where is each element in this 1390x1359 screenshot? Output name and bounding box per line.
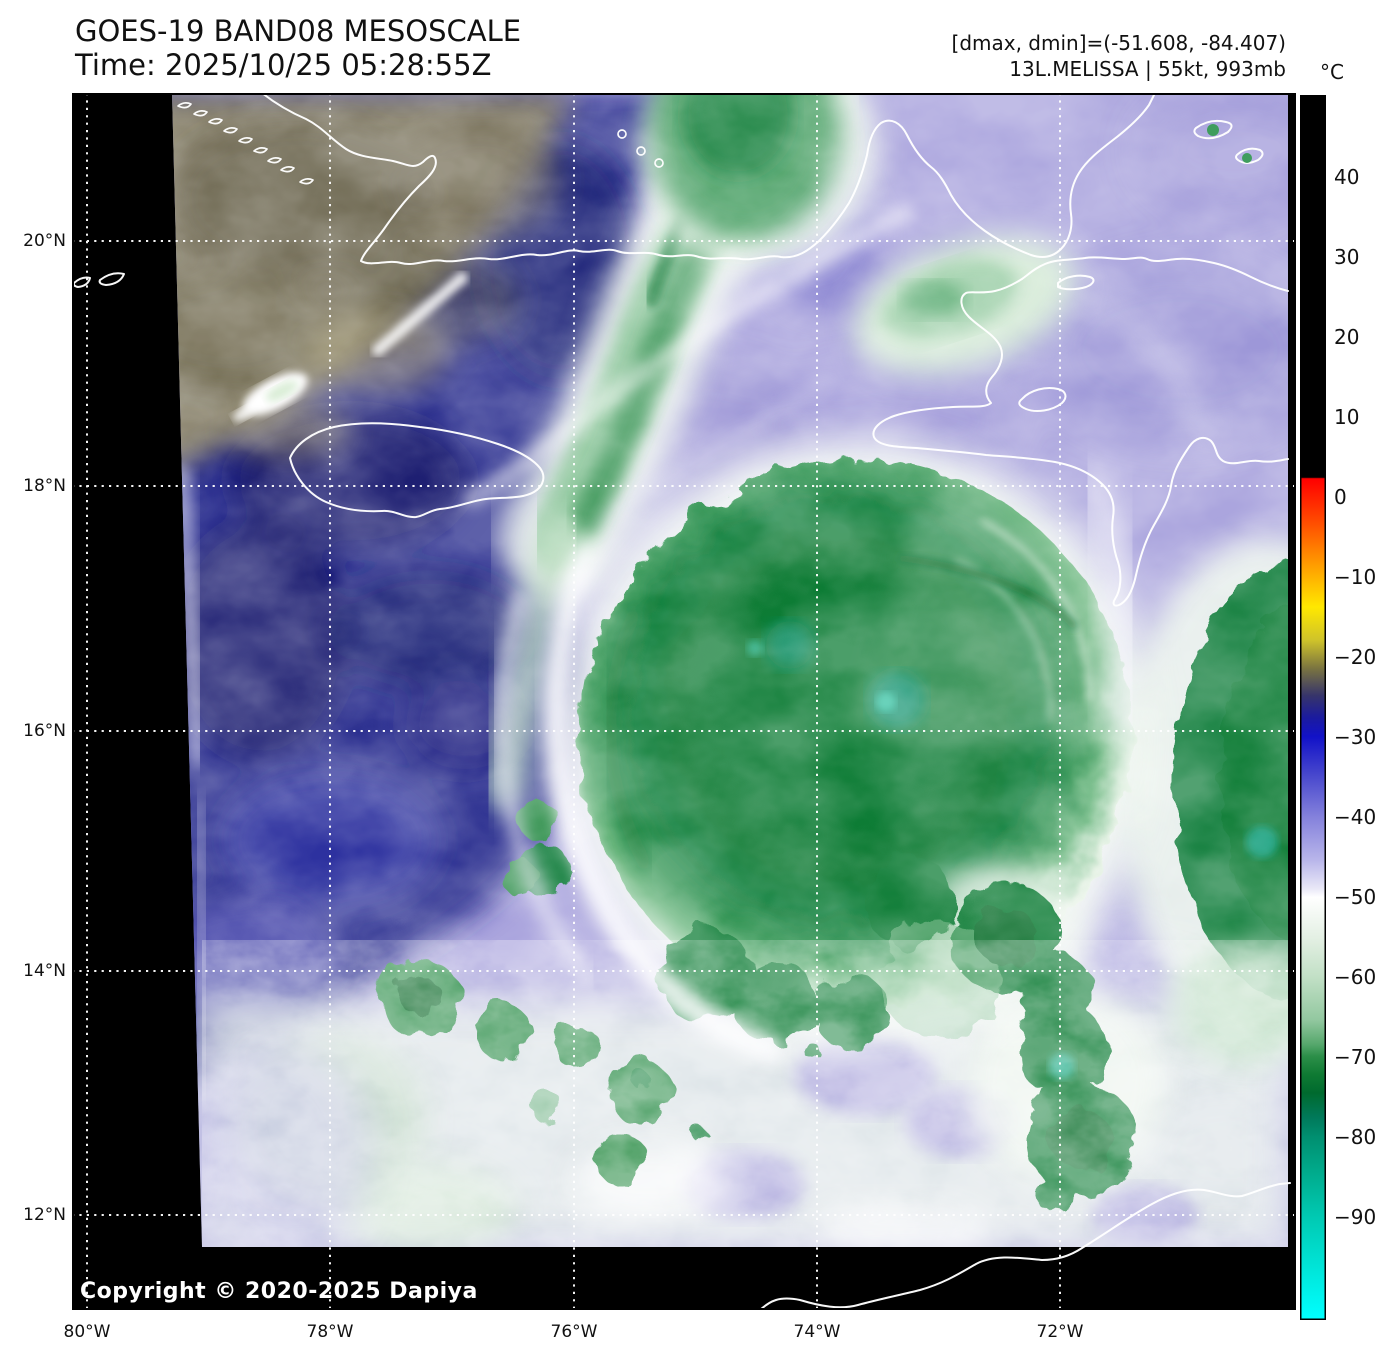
coastline-hispaniola [872, 256, 1289, 607]
colorbar-tick-label: −60 [1334, 965, 1377, 989]
y-axis-label: 14°N [23, 961, 66, 981]
x-axis-label: 72°W [1036, 1322, 1084, 1342]
timestamp: Time: 2025/10/25 05:28:55Z [75, 48, 492, 83]
colorbar-tick-label: 10 [1334, 405, 1360, 429]
coastline-cuba [261, 93, 1156, 265]
x-axis-label: 76°W [550, 1322, 598, 1342]
map-plot: Copyright © 2020-2025 Dapiya [72, 93, 1296, 1310]
colorbar-tick-label: −80 [1334, 1125, 1377, 1149]
coastline-cuban-cays [177, 102, 664, 185]
colorbar-tick-label: −10 [1334, 565, 1377, 589]
product-title: GOES-19 BAND08 MESOSCALE [75, 14, 522, 48]
colorbar-tick-label: −40 [1334, 805, 1377, 829]
satellite-data-region [172, 93, 1288, 1247]
coastline-jamaica [289, 422, 545, 519]
title-block: GOES-19 BAND08 MESOSCALE Time: 2025/10/2… [75, 14, 521, 82]
info-block: [dmax, dmin]=(-51.608, -84.407) 13L.MELI… [952, 30, 1286, 82]
colorbar-tick-label: 0 [1334, 485, 1347, 509]
coastline-bahamas-islets [1193, 119, 1264, 164]
y-axis-label: 16°N [23, 721, 66, 741]
colorbar-tick-label: −90 [1334, 1205, 1377, 1229]
y-axis-label: 20°N [23, 231, 66, 251]
colorbar-tick-label: 30 [1334, 245, 1360, 269]
y-axis-label: 12°N [23, 1205, 66, 1225]
colorbar-unit-label: °C [1320, 60, 1344, 84]
coastline-gonave-island [1018, 387, 1067, 412]
coastline-south-america [758, 1182, 1291, 1310]
colorbar-tick-label: −50 [1334, 885, 1377, 909]
colorbar-tick-label: 20 [1334, 325, 1360, 349]
coastlines [72, 93, 1291, 1310]
copyright-watermark: Copyright © 2020-2025 Dapiya [80, 1279, 478, 1304]
plot-frame [72, 93, 1296, 1310]
x-axis-label: 80°W [63, 1322, 111, 1342]
y-axis-label: 18°N [23, 476, 66, 496]
satellite-map-canvas [72, 93, 1296, 1310]
x-axis-label: 74°W [793, 1322, 841, 1342]
colorbar-gradient [1300, 95, 1326, 1320]
temperature-colorbar [1300, 95, 1326, 1320]
cumulus-texture-overlay [202, 940, 1288, 1247]
dmax-dmin-readout: [dmax, dmin]=(-51.608, -84.407) [951, 31, 1286, 55]
gridlines [72, 93, 1296, 1310]
bahamas-green-spots [1207, 124, 1252, 163]
storm-status: 13L.MELISSA | 55kt, 993mb [1009, 57, 1286, 81]
colorbar-tick-label: −30 [1334, 725, 1377, 749]
colorbar-tick-label: −70 [1334, 1045, 1377, 1069]
x-axis-label: 78°W [306, 1322, 354, 1342]
coastline-cayman-islands [72, 272, 125, 288]
coastline-tortuga-island [1057, 274, 1095, 291]
colorbar-tick-label: 40 [1334, 165, 1360, 189]
colorbar-tick-label: −20 [1334, 645, 1377, 669]
